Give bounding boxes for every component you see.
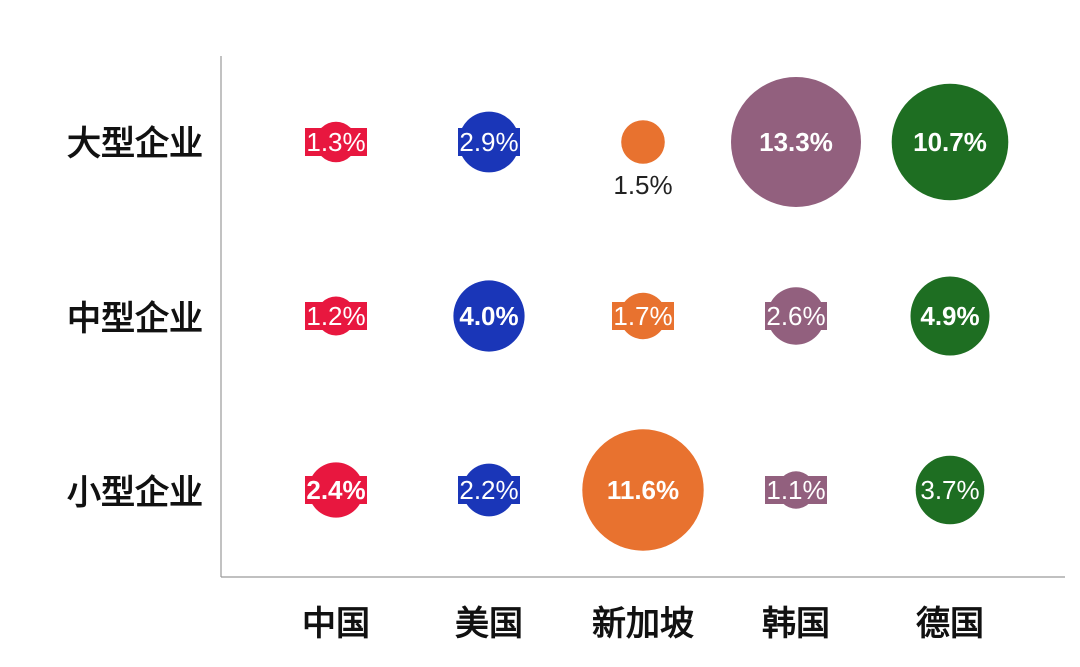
value-label-large-singapore: 1.5% [613, 170, 672, 200]
bubble-medium-germany [910, 276, 990, 356]
value-label-box-small-korea [765, 476, 827, 504]
value-label-small-usa: 2.2% [459, 475, 518, 505]
value-label-medium-china: 1.2% [306, 301, 365, 331]
value-label-small-china: 2.4% [306, 475, 365, 505]
bubble-large-singapore [621, 120, 665, 164]
value-label-box-small-china [305, 476, 367, 504]
value-label-box-medium-singapore [612, 302, 674, 330]
value-label-large-korea: 13.3% [759, 127, 833, 157]
bubble-medium-usa [453, 280, 525, 352]
bubble-layer: 1.3% 2.9% 1.5% 13.3% 10.7% 1.2% 4.0% 1.7% 2.6% 4.… [305, 77, 1009, 551]
row-label-small: 小型企业 [67, 473, 203, 513]
bubble-large-germany [891, 83, 1009, 201]
value-label-box-medium-china [305, 302, 367, 330]
value-label-large-china: 1.3% [306, 127, 365, 157]
bubble-small-singapore [582, 429, 704, 551]
value-label-medium-usa: 4.0% [459, 301, 518, 331]
col-label-china: 中国 [302, 604, 370, 644]
row-label-medium: 中型企业 [67, 299, 203, 339]
value-label-medium-korea: 2.6% [766, 301, 825, 331]
value-label-medium-germany: 4.9% [920, 301, 979, 331]
value-label-box-small-usa [458, 476, 520, 504]
value-label-small-germany: 3.7% [920, 475, 979, 505]
value-label-box-large-usa [458, 128, 520, 156]
value-label-small-korea: 1.1% [766, 475, 825, 505]
value-label-large-usa: 2.9% [459, 127, 518, 157]
col-label-korea: 韩国 [762, 604, 830, 644]
bubble-small-germany [915, 455, 985, 525]
col-label-singapore: 新加坡 [592, 604, 694, 644]
value-label-box-medium-korea [765, 302, 827, 330]
value-label-large-germany: 10.7% [913, 127, 987, 157]
row-label-large: 大型企业 [67, 124, 203, 164]
col-label-germany: 德国 [916, 604, 984, 644]
col-label-usa: 美国 [455, 604, 523, 644]
value-label-box-large-china [305, 128, 367, 156]
value-label-medium-singapore: 1.7% [613, 301, 672, 331]
value-label-small-singapore: 11.6% [607, 475, 679, 505]
bubble-large-korea [731, 77, 861, 207]
